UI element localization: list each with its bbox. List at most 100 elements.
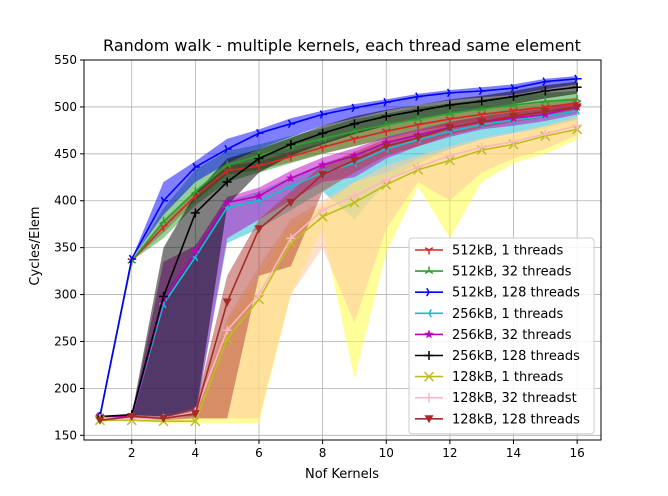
series-marker [286, 199, 296, 208]
series-marker [426, 287, 434, 297]
axes: 2 4 6 8 10 12 14 16 150 200 250 300 350 400 450 500 550 [54, 53, 585, 460]
series-marker [349, 156, 359, 165]
series-marker [256, 128, 264, 138]
series-marker [190, 208, 200, 218]
series-marker [381, 175, 391, 185]
series-marker [540, 129, 550, 139]
series-marker [413, 134, 423, 143]
legend-label: 512kB, 32 threads [452, 265, 572, 280]
legend: 512kB, 1 threads 512kB, 32 threads 512kB, … [408, 237, 595, 435]
series-marker [415, 92, 423, 101]
y-tick-label: 550 [54, 53, 77, 67]
x-tick-label: 2 [128, 446, 136, 460]
series-marker [351, 103, 359, 113]
series-band [99, 102, 578, 421]
legend-item: 256kB, 128 threads [415, 349, 580, 364]
series-marker [222, 325, 232, 335]
series-line [99, 78, 578, 417]
series-marker [413, 114, 423, 123]
series-marker [349, 191, 359, 201]
series-marker [222, 197, 232, 207]
legend-item: 128kB, 128 threads [415, 412, 580, 427]
y-tick-label: 200 [54, 381, 77, 395]
series-marker [95, 416, 105, 425]
series-marker [572, 94, 582, 103]
series-marker [381, 142, 391, 151]
series-marker [509, 137, 519, 147]
series-marker [128, 254, 137, 264]
series-marker [254, 290, 264, 300]
legend-label: 512kB, 128 threads [452, 286, 580, 301]
series-marker [286, 139, 296, 149]
x-tick-label: 10 [379, 446, 394, 460]
series-marker [285, 237, 296, 248]
y-tick-label: 450 [54, 147, 77, 161]
series-marker [253, 294, 265, 305]
legend-item: 256kB, 1 threads [415, 307, 564, 322]
y-tick-label: 350 [54, 241, 77, 255]
y-tick-label: 150 [54, 428, 77, 442]
series-marker [445, 108, 455, 117]
series-marker [424, 309, 432, 318]
series-marker [424, 393, 434, 403]
x-axis-label: Nof Kernels [305, 467, 379, 482]
x-tick-label: 6 [255, 446, 263, 460]
series-marker [381, 111, 391, 121]
series-marker [319, 110, 328, 119]
x-tick-label: 16 [569, 446, 584, 460]
legend-label: 128kB, 128 threads [452, 412, 580, 427]
series-marker [446, 88, 455, 98]
chart-title: Random walk - multiple kernels, each thr… [103, 36, 581, 55]
y-tick-label: 500 [54, 100, 77, 114]
series-marker [127, 412, 137, 422]
series-marker [190, 410, 200, 419]
series-line [99, 128, 578, 423]
y-tick-label: 400 [54, 194, 77, 208]
series-marker [318, 205, 328, 215]
series-marker [542, 77, 550, 86]
series-line [99, 106, 578, 418]
series-line [99, 124, 578, 420]
y-axis-label: Cycles/Elem [28, 206, 43, 285]
series-line [99, 106, 578, 422]
series-marker [349, 119, 359, 129]
series-marker [317, 160, 328, 170]
legend-label: 256kB, 1 threads [452, 307, 564, 322]
series-marker [159, 291, 169, 301]
series-marker [413, 162, 423, 172]
series-marker [574, 74, 582, 84]
series-marker [350, 135, 359, 144]
series-marker [222, 333, 233, 344]
series-marker [445, 100, 455, 110]
y-tick-label: 300 [54, 288, 77, 302]
series-marker [222, 160, 232, 168]
plot-frame [83, 59, 602, 441]
series-marker [424, 247, 434, 255]
legend-item: 512kB, 1 threads [415, 244, 564, 259]
series-marker [254, 154, 264, 164]
series-marker [349, 150, 360, 160]
x-tick-label: 8 [319, 446, 327, 460]
legend-label: 256kB, 128 threads [452, 349, 580, 364]
series-marker [222, 177, 232, 187]
legend-label: 256kB, 32 threads [452, 328, 572, 343]
series-marker [478, 86, 487, 96]
series-marker [381, 137, 391, 147]
x-tick-label: 4 [192, 446, 200, 460]
series-marker [159, 216, 168, 225]
series-marker [510, 83, 519, 93]
series-marker [318, 170, 328, 179]
series-marker [254, 163, 264, 171]
series-marker [287, 119, 296, 129]
series-marker [572, 103, 582, 112]
series-marker [192, 162, 200, 172]
series-marker [286, 182, 294, 191]
series-lines [94, 74, 583, 427]
series-marker [509, 112, 519, 121]
legend-item: 128kB, 1 threads [415, 370, 564, 385]
series-marker [286, 233, 296, 243]
series-marker [190, 416, 201, 427]
legend-box [408, 237, 595, 435]
series-marker [349, 197, 360, 208]
